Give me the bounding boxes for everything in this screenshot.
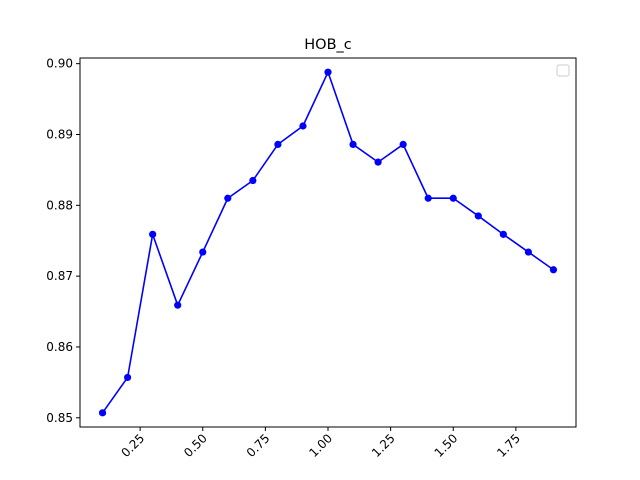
data-point bbox=[174, 301, 182, 309]
data-point bbox=[299, 122, 307, 130]
x-tick-label: 1.50 bbox=[432, 431, 461, 460]
x-tick-label: 0.25 bbox=[118, 431, 147, 460]
chart-title: HOB_c bbox=[304, 37, 352, 53]
x-axis: 0.25 0.50 0.75 1.00 1.25 1.50 1.75 bbox=[118, 427, 523, 460]
series-layer bbox=[98, 68, 558, 417]
data-point bbox=[123, 373, 132, 382]
legend-box bbox=[556, 64, 570, 77]
y-axis: 0.85 0.86 0.87 0.88 0.89 0.90 bbox=[46, 57, 80, 425]
x-tick-label: 0.75 bbox=[244, 431, 273, 460]
data-point bbox=[374, 158, 382, 166]
y-tick-label: 0.89 bbox=[46, 127, 73, 141]
data-point bbox=[149, 230, 157, 238]
y-tick-label: 0.85 bbox=[46, 411, 73, 425]
x-tick-label: 0.50 bbox=[181, 431, 210, 460]
data-point bbox=[449, 194, 457, 202]
data-point bbox=[474, 212, 482, 220]
x-tick-label: 1.75 bbox=[494, 431, 523, 460]
plot-area bbox=[79, 57, 577, 428]
data-point bbox=[98, 409, 107, 417]
data-point bbox=[324, 68, 332, 76]
data-point bbox=[524, 248, 533, 256]
data-point bbox=[549, 266, 558, 274]
data-point bbox=[249, 176, 257, 185]
y-tick-label: 0.87 bbox=[46, 269, 73, 283]
data-point bbox=[349, 140, 357, 149]
y-tick-label: 0.86 bbox=[46, 340, 73, 354]
y-tick-label: 0.90 bbox=[46, 57, 73, 71]
data-point bbox=[499, 230, 507, 238]
y-tick-label: 0.88 bbox=[46, 198, 73, 212]
data-point bbox=[224, 194, 232, 202]
x-tick-label: 1.00 bbox=[306, 431, 335, 460]
x-tick-label: 1.25 bbox=[369, 431, 398, 460]
data-point bbox=[274, 140, 282, 149]
data-point bbox=[424, 194, 432, 202]
legend bbox=[556, 64, 570, 77]
data-point bbox=[199, 248, 207, 256]
data-point bbox=[399, 140, 407, 149]
